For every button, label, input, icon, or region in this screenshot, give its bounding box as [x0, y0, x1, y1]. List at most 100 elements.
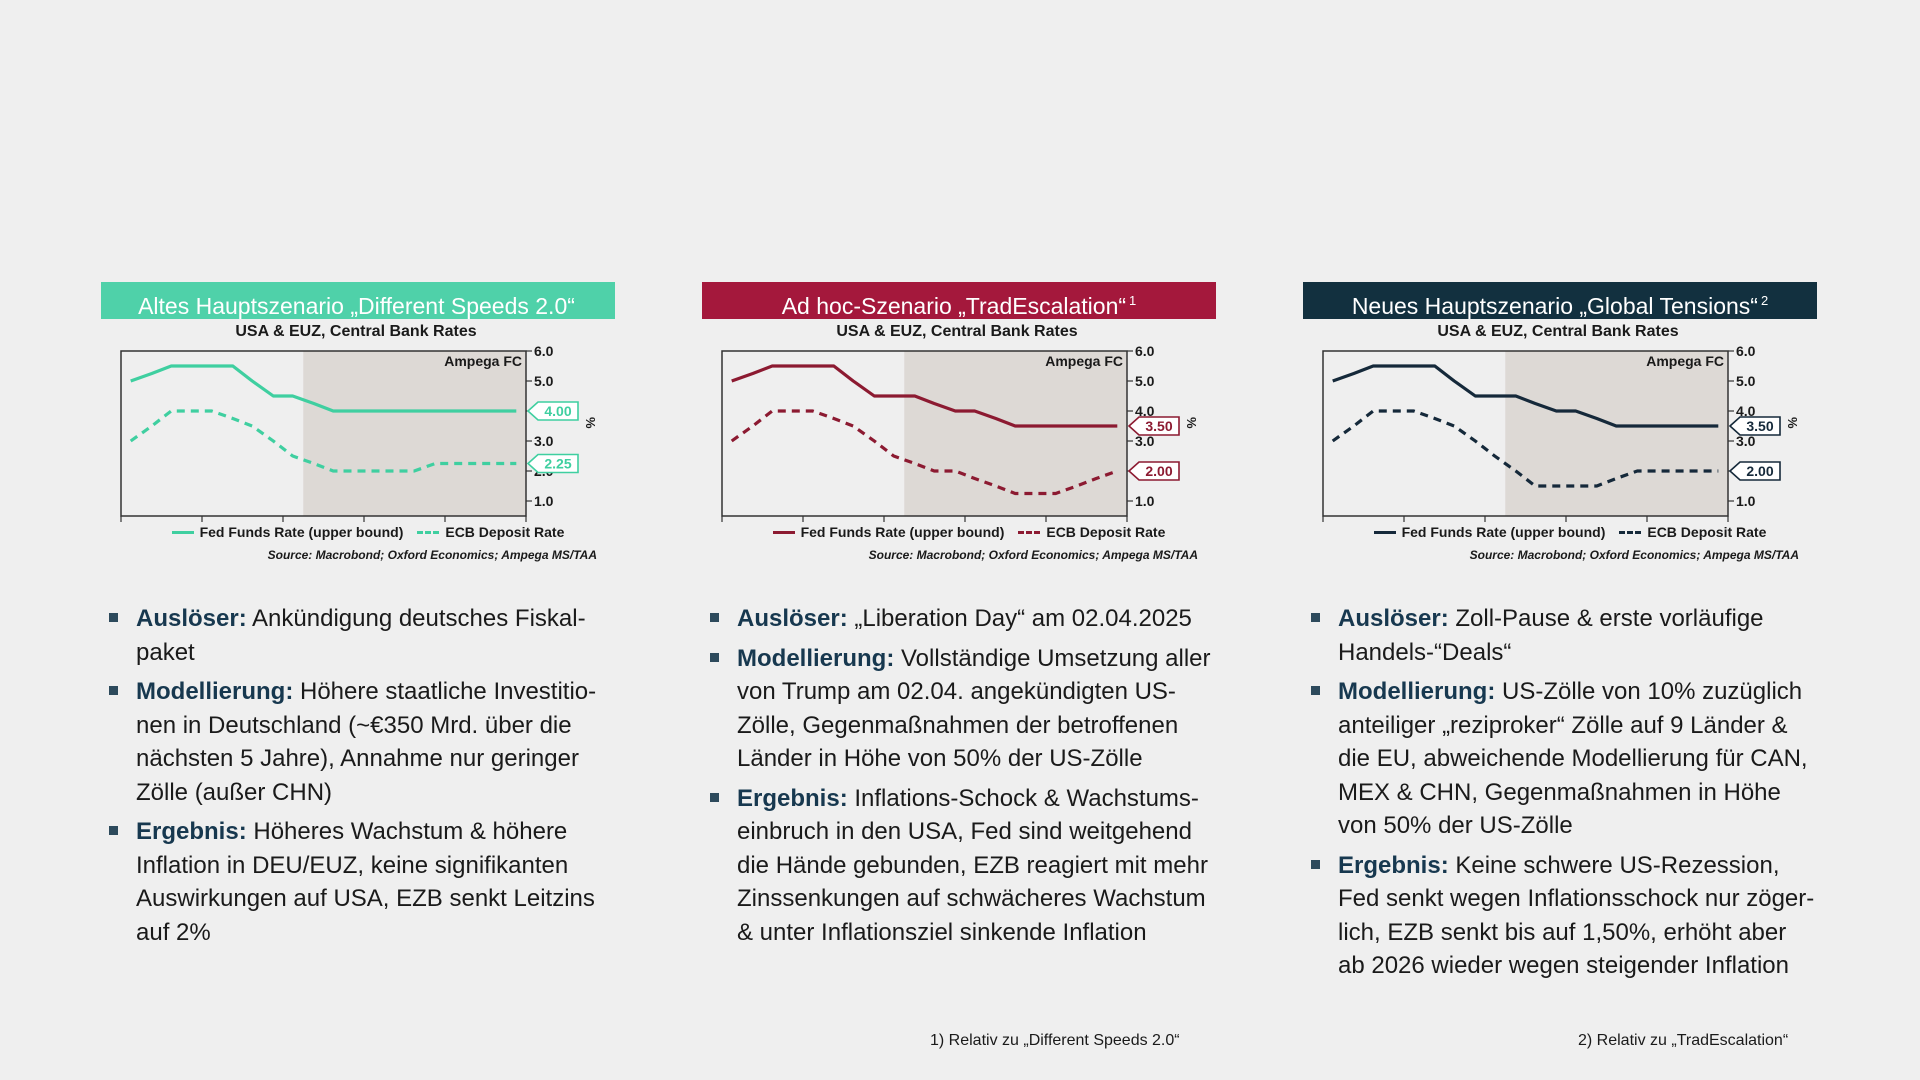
bullet-head: Ergebnis: — [1338, 851, 1449, 879]
plot-frame — [1322, 350, 1729, 517]
y-tick-label: 5.0 — [1736, 373, 1756, 389]
end-value-label: 3.50 — [1145, 418, 1172, 434]
scenario-header: Altes Hauptszenario „Different Speeds 2.… — [101, 282, 615, 319]
bullet-text: Keine schwere US-Rezession, Fed senkt we… — [1338, 851, 1815, 980]
legend-item-fed: Fed Funds Rate (upper bound) — [772, 524, 1005, 540]
y-tick-label: 5.0 — [1135, 373, 1155, 389]
legend-swatch-dashed — [1619, 530, 1642, 534]
end-value-box — [1127, 461, 1180, 481]
scenario-panel-adhoc: Ad hoc-Szenario „TradEscalation“ 1 USA & … — [702, 282, 1216, 955]
chart-legend: Fed Funds Rate (upper bound) ECB Deposit… — [101, 524, 615, 540]
chart-source: Source: Macrobond; Oxford Economics; Amp… — [267, 548, 597, 562]
legend-swatch-solid — [772, 530, 795, 534]
end-value-box — [526, 453, 579, 474]
bullet-head: Modellierung: — [136, 678, 294, 705]
y-tick-label: 5.0 — [534, 373, 554, 389]
rates-chart: 6.05.04.03.02.01.0%Ampega FC202320242025… — [721, 343, 1199, 522]
bullet-text: Zoll-Pause & erste vorläufige Handels-“D… — [1338, 605, 1764, 666]
rates-chart: 6.05.04.03.02.01.0%Ampega FC202320242025… — [1322, 343, 1800, 522]
legend-swatch-solid — [1373, 530, 1396, 534]
bullet-text: Vollständige Umsetzung aller von Trump a… — [737, 644, 1211, 773]
footnote-marker: 2 — [1760, 293, 1769, 308]
legend-item-ecb: ECB Deposit Rate — [1018, 524, 1165, 540]
y-tick-label: 3.0 — [1135, 433, 1155, 449]
bullet-head: Ergebnis: — [737, 784, 848, 812]
legend-item-fed: Fed Funds Rate (upper bound) — [171, 524, 404, 540]
y-tick-label: 4.0 — [1135, 403, 1155, 419]
bullet-list: Auslöser: Ankündigung deutsches Fiskal-p… — [101, 602, 615, 949]
scenario-panel-old-main: Altes Hauptszenario „Different Speeds 2.… — [101, 282, 615, 955]
bullet-head: Auslöser: — [737, 605, 848, 632]
bullet-item: Auslöser: Zoll-Pause & erste vorläufige … — [1303, 602, 1817, 669]
rates-chart: 6.05.04.03.02.01.0%Ampega FC202320242025… — [120, 343, 598, 522]
bullet-item: Ergebnis: Höheres Wachstum & höhere Infl… — [101, 815, 615, 949]
y-tick-label: 6.0 — [1135, 343, 1155, 359]
y-tick-label: 1.0 — [1135, 493, 1155, 509]
plot-frame — [721, 350, 1128, 517]
bullet-text: Inflations-Schock & Wachstums-einbruch i… — [737, 784, 1208, 946]
scenario-title: Altes Hauptszenario „Different Speeds 2.… — [138, 293, 575, 319]
y-unit-label: % — [1785, 417, 1800, 429]
fed-funds-line — [1332, 364, 1719, 428]
forecast-shading — [904, 351, 1127, 516]
chart-title: USA & EUZ, Central Bank Rates — [235, 323, 477, 340]
legend-item-ecb: ECB Deposit Rate — [417, 524, 564, 540]
scenario-header: Ad hoc-Szenario „TradEscalation“ 1 — [702, 282, 1216, 319]
legend-swatch-dashed — [1018, 530, 1041, 534]
end-value-label: 2.00 — [1145, 463, 1172, 479]
forecast-annotation: Ampega FC — [444, 353, 522, 369]
legend-label: Fed Funds Rate (upper bound) — [199, 524, 404, 540]
legend-item-ecb: ECB Deposit Rate — [1619, 524, 1766, 540]
footnote-1: 1) Relativ zu „Different Speeds 2.0“ — [930, 1032, 1180, 1049]
legend-label: ECB Deposit Rate — [1046, 524, 1166, 540]
y-unit-label: % — [1184, 417, 1199, 429]
bullet-text: Höhere staatliche Investitio-nen in Deut… — [136, 678, 597, 806]
bullet-head: Auslöser: — [136, 605, 247, 632]
y-tick-label: 1.0 — [534, 493, 554, 509]
plot-frame — [120, 350, 527, 517]
legend-label: ECB Deposit Rate — [1647, 524, 1767, 540]
bullet-text: US-Zölle von 10% zuzüglich anteiliger „r… — [1338, 678, 1808, 839]
bullet-list: Auslöser: Zoll-Pause & erste vorläufige … — [1303, 602, 1817, 983]
scenario-header: Neues Hauptszenario „Global Tensions“ 2 — [1303, 282, 1817, 319]
bullet-item: Ergebnis: Keine schwere US-Rezession, Fe… — [1303, 849, 1817, 983]
end-value-box — [526, 401, 579, 421]
y-tick-label: 6.0 — [1736, 343, 1756, 359]
fed-funds-line — [130, 364, 517, 413]
chart-title: USA & EUZ, Central Bank Rates — [1437, 323, 1679, 340]
legend-swatch-solid — [171, 530, 194, 534]
footnote-marker: 1 — [1129, 293, 1137, 308]
scenario-panel-new-main: Neues Hauptszenario „Global Tensions“ 2 U… — [1303, 282, 1817, 989]
bullet-text: Ankündigung deutsches Fiskal-paket — [136, 605, 586, 666]
end-value-label: 2.00 — [1746, 463, 1773, 479]
y-tick-label: 1.0 — [1736, 493, 1756, 509]
y-tick-label: 3.0 — [1736, 433, 1756, 449]
chart-legend: Fed Funds Rate (upper bound) ECB Deposit… — [1303, 524, 1817, 540]
bullet-item: Modellierung: Vollständige Umsetzung all… — [702, 642, 1216, 776]
bullet-text: „Liberation Day“ am 02.04.2025 — [847, 605, 1192, 632]
legend-label: ECB Deposit Rate — [445, 524, 565, 540]
chart-title: USA & EUZ, Central Bank Rates — [836, 323, 1078, 340]
chart-legend: Fed Funds Rate (upper bound) ECB Deposit… — [702, 524, 1216, 540]
legend-item-fed: Fed Funds Rate (upper bound) — [1373, 524, 1606, 540]
chart-source: Source: Macrobond; Oxford Economics; Amp… — [868, 548, 1198, 562]
forecast-shading — [303, 351, 526, 516]
end-value-label: 2.25 — [544, 456, 571, 472]
legend-label: Fed Funds Rate (upper bound) — [1401, 524, 1606, 540]
bullet-item: Modellierung: Höhere staatliche Investit… — [101, 675, 615, 809]
end-value-box — [1728, 461, 1781, 481]
end-value-label: 3.50 — [1746, 418, 1773, 434]
legend-label: Fed Funds Rate (upper bound) — [800, 524, 1005, 540]
bullet-list: Auslöser: „Liberation Day“ am 02.04.2025… — [702, 602, 1216, 949]
bullet-item: Auslöser: „Liberation Day“ am 02.04.2025 — [702, 602, 1216, 636]
end-value-box — [1728, 416, 1781, 436]
bullet-head: Modellierung: — [737, 644, 895, 672]
bullet-item: Ergebnis: Inflations-Schock & Wachstums-… — [702, 782, 1216, 950]
footnote-2: 2) Relativ zu „TradEscalation“ — [1578, 1032, 1789, 1049]
forecast-annotation: Ampega FC — [1045, 353, 1123, 369]
forecast-shading — [1505, 351, 1728, 516]
ecb-deposit-line — [1331, 409, 1719, 488]
scenario-title: Ad hoc-Szenario „TradEscalation“ — [781, 293, 1127, 319]
y-tick-label: 3.0 — [534, 433, 554, 449]
y-tick-label: 6.0 — [534, 343, 554, 359]
